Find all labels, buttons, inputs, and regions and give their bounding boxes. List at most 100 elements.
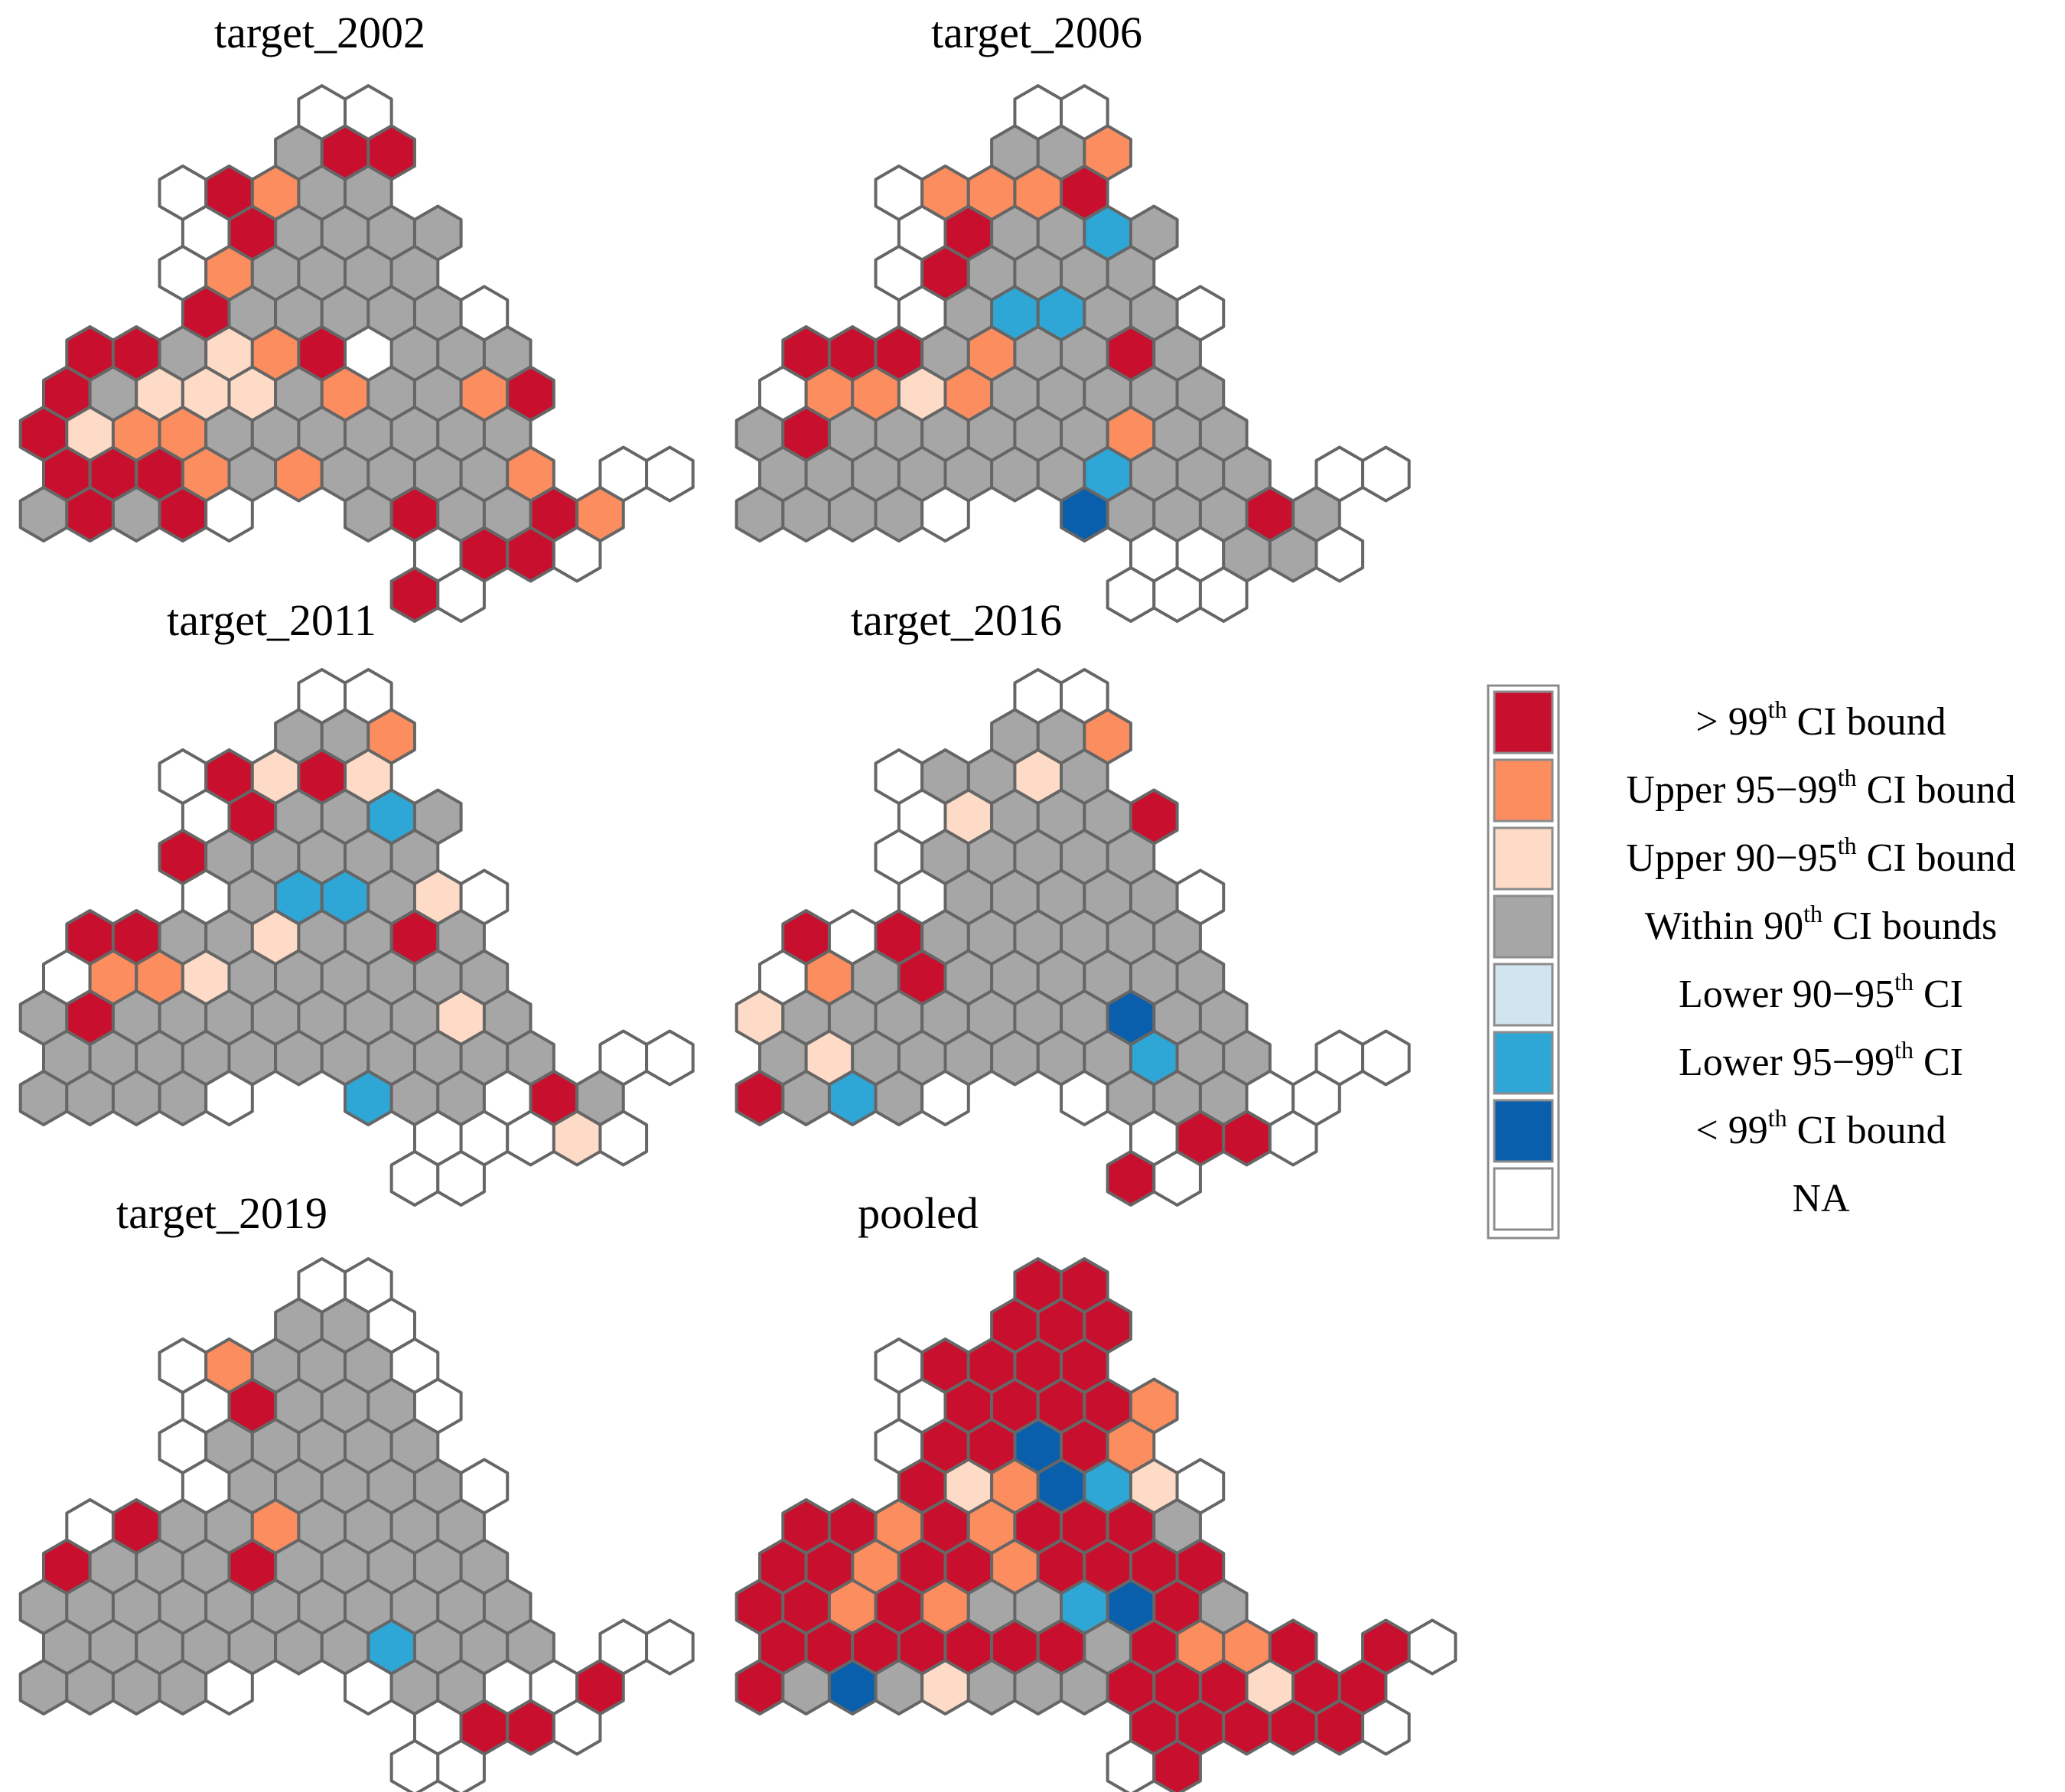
hex-cell xyxy=(874,1070,924,1126)
panel-title: pooled xyxy=(858,1188,979,1238)
hex-cell xyxy=(1314,1699,1365,1756)
hex-cell xyxy=(1106,1150,1156,1207)
legend-swatch xyxy=(1493,1031,1554,1095)
hex-cell xyxy=(1106,1739,1156,1792)
hex-cell xyxy=(436,566,486,623)
hex-cell xyxy=(1152,566,1202,623)
hex-cell xyxy=(1361,445,1411,503)
hex-cell xyxy=(734,1070,785,1126)
legend-label: Lower 90−95th CI xyxy=(1679,968,1963,1016)
panel-title: target_2019 xyxy=(116,1188,327,1238)
hex-cell xyxy=(111,1070,161,1126)
hex-cell xyxy=(158,1070,208,1126)
hex-cell xyxy=(552,1699,602,1756)
hex-cell xyxy=(389,1739,440,1792)
legend-swatch xyxy=(1493,826,1554,891)
hex-cell xyxy=(274,1618,324,1676)
legend-label: Within 90th CI bounds xyxy=(1645,900,1997,948)
hex-cell xyxy=(827,486,878,542)
hex-cell xyxy=(158,486,208,542)
hex-cell xyxy=(344,1659,393,1715)
hex-cell xyxy=(204,1070,254,1126)
hex-cell xyxy=(552,526,602,583)
hex-cell xyxy=(1060,486,1109,542)
hex-cell xyxy=(645,1029,695,1087)
legend: > 99th CI bound Upper 95−99th CI bound Upp… xyxy=(1487,684,2016,1240)
hex-cell xyxy=(1314,526,1365,583)
hex-cell xyxy=(827,1659,878,1715)
legend-label: NA xyxy=(1792,1177,1850,1220)
hex-cell xyxy=(1013,1659,1063,1715)
hex-cell xyxy=(344,486,393,542)
panel-title: target_2016 xyxy=(851,595,1062,645)
panel-target_2019: target_2019 xyxy=(18,1188,695,1792)
hex-cell xyxy=(734,1659,785,1715)
hex-cell xyxy=(781,486,831,542)
hex-cell xyxy=(966,1659,1017,1715)
legend-label: Upper 90−95th CI bound xyxy=(1626,832,2015,880)
hex-cell xyxy=(274,1029,324,1087)
hex-cell xyxy=(781,1659,831,1715)
hex-cell xyxy=(990,445,1040,503)
panels-group: target_2002 target_2006 target_2011 target_… xyxy=(18,8,1458,1792)
legend-swatch xyxy=(1493,758,1554,823)
legend-swatch xyxy=(1493,690,1554,754)
hex-cell xyxy=(65,1659,115,1715)
hex-cell xyxy=(1060,1659,1109,1715)
hex-cell xyxy=(1361,1029,1411,1087)
hex-cell xyxy=(827,1070,878,1126)
hex-cell xyxy=(344,1070,393,1126)
legend-label: > 99th CI bound xyxy=(1695,696,1946,744)
legend-label: Lower 95−99th CI xyxy=(1679,1036,1963,1084)
hex-cell xyxy=(1152,1150,1202,1207)
hex-cell xyxy=(990,1029,1040,1087)
hex-cell xyxy=(1152,1739,1202,1792)
legend-label: < 99th CI bound xyxy=(1695,1104,1946,1152)
hex-cell xyxy=(65,1070,115,1126)
hex-cell xyxy=(1407,1618,1458,1676)
hex-cell xyxy=(65,486,115,542)
hex-cell xyxy=(1106,566,1156,623)
hex-cell xyxy=(1222,1109,1272,1167)
panel-title: target_2011 xyxy=(167,595,376,645)
hex-cell xyxy=(1268,1699,1318,1756)
hex-cell xyxy=(389,1150,440,1207)
hex-cell xyxy=(204,1659,254,1715)
hex-cell xyxy=(436,1150,486,1207)
panel-title: target_2002 xyxy=(214,8,425,57)
hex-cell xyxy=(874,486,924,542)
hex-cell xyxy=(506,526,555,583)
hex-cell xyxy=(552,1109,602,1167)
hex-cell xyxy=(18,1070,69,1126)
panel-title: target_2006 xyxy=(931,8,1142,57)
hex-cell xyxy=(1060,1070,1109,1126)
hex-cell xyxy=(389,566,440,623)
legend-swatch xyxy=(1493,894,1554,959)
hex-cell xyxy=(506,1699,555,1756)
hex-cell xyxy=(1268,526,1318,583)
hex-cell xyxy=(598,1109,649,1167)
hex-cell xyxy=(111,486,161,542)
hex-cell xyxy=(204,486,254,542)
hex-cell xyxy=(158,1659,208,1715)
hex-cell xyxy=(274,445,324,503)
hex-cell xyxy=(1198,566,1249,623)
hex-cell xyxy=(874,1659,924,1715)
panel-target_2011: target_2011 xyxy=(18,595,695,1207)
legend-swatch xyxy=(1493,1167,1554,1231)
hex-cell xyxy=(1361,1699,1411,1756)
legend-swatch xyxy=(1493,963,1554,1027)
legend-label: Upper 95−99th CI bound xyxy=(1626,764,2015,812)
hex-cell xyxy=(1222,1699,1272,1756)
hex-cell xyxy=(18,486,69,542)
hex-cell xyxy=(111,1659,161,1715)
panel-target_2002: target_2002 xyxy=(18,8,695,623)
hex-cell xyxy=(436,1739,486,1792)
legend-swatch xyxy=(1493,1099,1554,1163)
panel-target_2006: target_2006 xyxy=(734,8,1411,623)
hex-cell xyxy=(781,1070,831,1126)
hex-cell xyxy=(645,445,695,503)
hex-cell xyxy=(734,486,785,542)
hex-cell xyxy=(920,486,970,542)
